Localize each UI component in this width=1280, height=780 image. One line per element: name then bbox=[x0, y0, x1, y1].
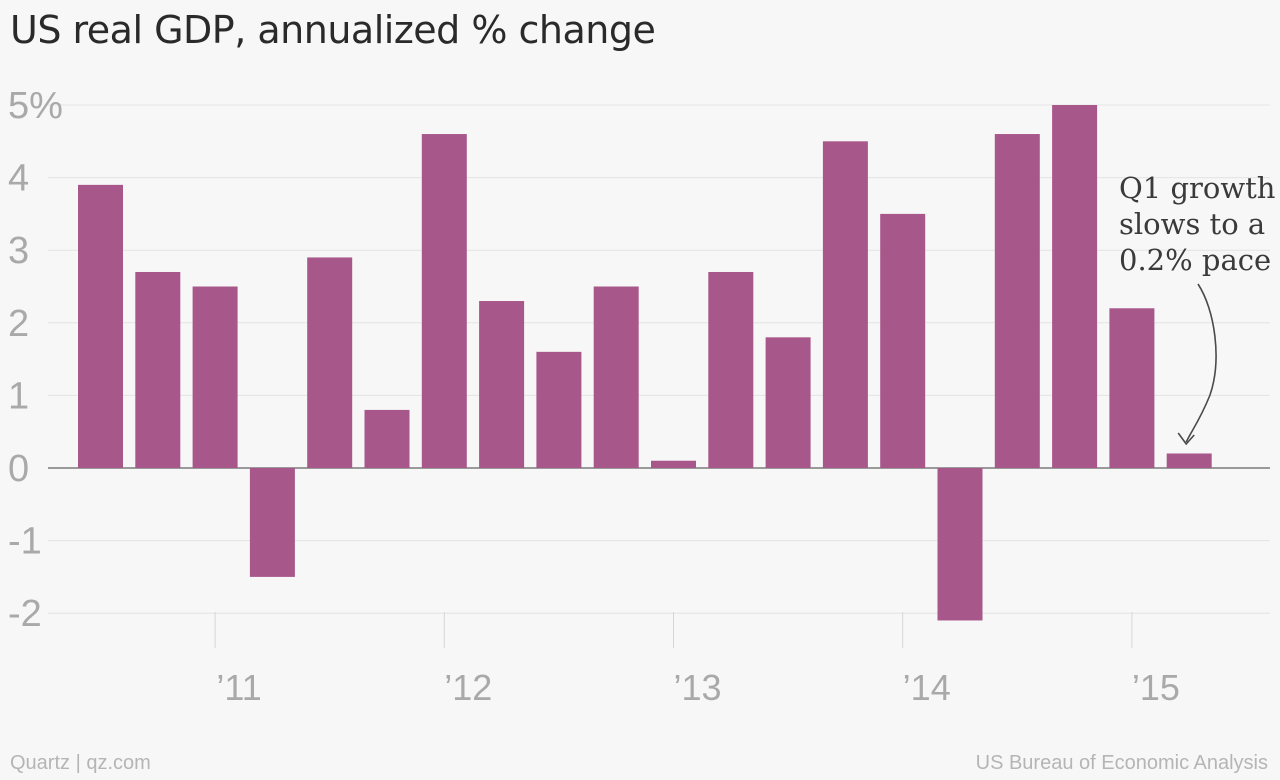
bar bbox=[708, 271, 754, 468]
y-tick-label: -1 bbox=[8, 521, 42, 563]
bar bbox=[192, 286, 238, 468]
annotation-text: slows to a bbox=[1119, 207, 1265, 241]
bar bbox=[479, 301, 525, 468]
x-axis: ’11 ’12 ’13 ’14 ’15 bbox=[214, 612, 1180, 708]
x-tick-label: ’13 bbox=[673, 667, 721, 708]
x-tick-label: ’12 bbox=[444, 667, 492, 708]
bar bbox=[135, 271, 181, 468]
bar bbox=[1052, 105, 1098, 468]
x-tick-label: ’11 bbox=[216, 667, 261, 708]
annotation-arrow bbox=[1185, 283, 1217, 443]
bar bbox=[937, 468, 983, 621]
bar bbox=[880, 213, 926, 468]
bar bbox=[78, 184, 123, 469]
y-tick-label: 2 bbox=[8, 303, 29, 345]
y-tick-label: -2 bbox=[8, 593, 42, 635]
bar bbox=[593, 286, 639, 468]
footer-source: US Bureau of Economic Analysis bbox=[975, 752, 1268, 774]
y-tick-label: 4 bbox=[8, 158, 29, 200]
bar bbox=[1166, 453, 1212, 468]
bar bbox=[1109, 308, 1155, 468]
bar bbox=[364, 409, 410, 468]
bar bbox=[994, 134, 1040, 469]
bar bbox=[536, 351, 582, 468]
bar bbox=[651, 460, 696, 468]
x-tick-label: ’15 bbox=[1132, 667, 1180, 708]
y-tick-label: 1 bbox=[8, 375, 29, 417]
annotation-arrowhead bbox=[1177, 432, 1195, 446]
bars bbox=[78, 105, 1212, 621]
y-axis-ticks: 5% 4 3 2 1 0 -1 -2 bbox=[8, 85, 63, 635]
bar bbox=[822, 141, 868, 469]
y-tick-label: 5% bbox=[8, 85, 63, 127]
bar bbox=[421, 134, 467, 469]
annotation-text: 0.2% pace bbox=[1119, 243, 1271, 277]
bar bbox=[307, 257, 353, 468]
y-tick-label: 0 bbox=[8, 448, 29, 490]
footer-credit: Quartz | qz.com bbox=[10, 752, 151, 774]
bar bbox=[249, 468, 295, 577]
bar bbox=[765, 337, 811, 468]
y-tick-label: 3 bbox=[8, 230, 29, 272]
x-tick-label: ’14 bbox=[903, 667, 951, 708]
annotation-text: Q1 growth bbox=[1119, 171, 1275, 205]
chart-title: US real GDP, annualized % change bbox=[10, 8, 656, 52]
